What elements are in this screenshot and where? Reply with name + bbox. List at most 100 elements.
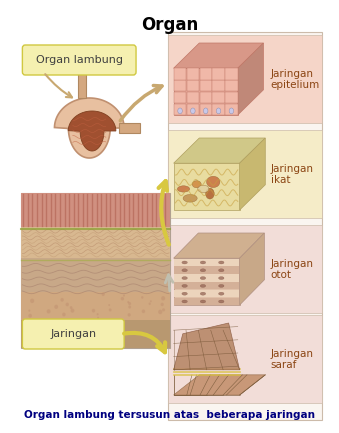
- Circle shape: [158, 310, 162, 314]
- Text: Jaringan: Jaringan: [271, 69, 314, 79]
- Ellipse shape: [200, 269, 206, 272]
- Ellipse shape: [183, 194, 197, 202]
- Bar: [21, 227, 170, 258]
- Polygon shape: [68, 111, 116, 151]
- Ellipse shape: [182, 300, 187, 303]
- Bar: [174, 266, 239, 274]
- Circle shape: [70, 306, 73, 309]
- Bar: [200, 92, 212, 103]
- Text: Jaringan: Jaringan: [271, 349, 314, 359]
- Circle shape: [47, 309, 51, 313]
- Bar: [187, 92, 199, 103]
- Circle shape: [60, 298, 64, 302]
- Circle shape: [142, 310, 145, 313]
- Bar: [168, 315, 322, 403]
- Bar: [187, 80, 199, 91]
- Ellipse shape: [229, 108, 234, 114]
- Text: Jaringan: Jaringan: [271, 164, 314, 174]
- Ellipse shape: [219, 261, 224, 264]
- Bar: [174, 92, 186, 103]
- Bar: [200, 68, 212, 80]
- Ellipse shape: [182, 277, 187, 280]
- Circle shape: [123, 294, 125, 297]
- Bar: [174, 68, 186, 80]
- Ellipse shape: [191, 108, 195, 114]
- Circle shape: [141, 296, 143, 299]
- Ellipse shape: [198, 185, 209, 193]
- Circle shape: [148, 303, 151, 305]
- Text: saraf: saraf: [271, 360, 297, 370]
- Polygon shape: [78, 73, 86, 98]
- Ellipse shape: [192, 181, 201, 188]
- Bar: [225, 80, 238, 91]
- Ellipse shape: [182, 261, 187, 264]
- Bar: [174, 290, 239, 297]
- Ellipse shape: [216, 108, 221, 114]
- Ellipse shape: [182, 269, 187, 272]
- Bar: [225, 92, 238, 103]
- Ellipse shape: [178, 108, 182, 114]
- Bar: [187, 103, 199, 115]
- Circle shape: [121, 297, 124, 301]
- Bar: [174, 297, 239, 305]
- Polygon shape: [174, 233, 264, 258]
- Circle shape: [161, 296, 165, 301]
- Ellipse shape: [219, 269, 224, 272]
- Bar: [174, 80, 186, 91]
- Circle shape: [28, 313, 32, 318]
- Ellipse shape: [200, 284, 206, 288]
- Ellipse shape: [200, 277, 206, 280]
- Bar: [21, 292, 170, 320]
- Bar: [168, 35, 322, 123]
- Ellipse shape: [200, 300, 206, 303]
- Bar: [168, 32, 322, 420]
- Text: ikat: ikat: [271, 175, 290, 185]
- Circle shape: [128, 302, 131, 305]
- Bar: [225, 68, 238, 80]
- Circle shape: [62, 313, 66, 317]
- Ellipse shape: [200, 261, 206, 264]
- Bar: [213, 103, 225, 115]
- Ellipse shape: [203, 108, 208, 114]
- Bar: [174, 282, 239, 289]
- Text: Organ: Organ: [141, 16, 198, 34]
- Circle shape: [54, 305, 58, 309]
- Polygon shape: [55, 98, 124, 158]
- Bar: [21, 193, 170, 348]
- Circle shape: [127, 301, 129, 303]
- FancyBboxPatch shape: [22, 319, 124, 349]
- Bar: [174, 163, 240, 210]
- Ellipse shape: [200, 292, 206, 295]
- Ellipse shape: [206, 188, 214, 199]
- Bar: [174, 103, 186, 115]
- Bar: [174, 259, 239, 266]
- Bar: [21, 193, 170, 227]
- Circle shape: [97, 317, 99, 319]
- Polygon shape: [174, 375, 265, 395]
- Circle shape: [150, 300, 152, 302]
- Bar: [21, 320, 170, 348]
- Ellipse shape: [206, 176, 220, 187]
- Circle shape: [92, 309, 95, 313]
- Circle shape: [30, 298, 34, 303]
- Polygon shape: [174, 138, 265, 163]
- Bar: [200, 80, 212, 91]
- Circle shape: [102, 292, 105, 296]
- Polygon shape: [174, 323, 240, 370]
- Bar: [21, 258, 170, 292]
- Circle shape: [127, 313, 131, 317]
- Circle shape: [162, 308, 165, 311]
- Text: otot: otot: [271, 270, 292, 280]
- Circle shape: [161, 303, 164, 306]
- Bar: [174, 274, 239, 281]
- Circle shape: [65, 303, 69, 306]
- Ellipse shape: [177, 186, 190, 192]
- Text: Organ lambung: Organ lambung: [36, 55, 123, 65]
- Bar: [168, 130, 322, 218]
- Polygon shape: [240, 138, 265, 210]
- Bar: [200, 103, 212, 115]
- Circle shape: [28, 310, 31, 312]
- Bar: [213, 68, 225, 80]
- Text: Organ lambung tersusun atas  beberapa jaringan: Organ lambung tersusun atas beberapa jar…: [24, 410, 315, 420]
- Ellipse shape: [219, 284, 224, 288]
